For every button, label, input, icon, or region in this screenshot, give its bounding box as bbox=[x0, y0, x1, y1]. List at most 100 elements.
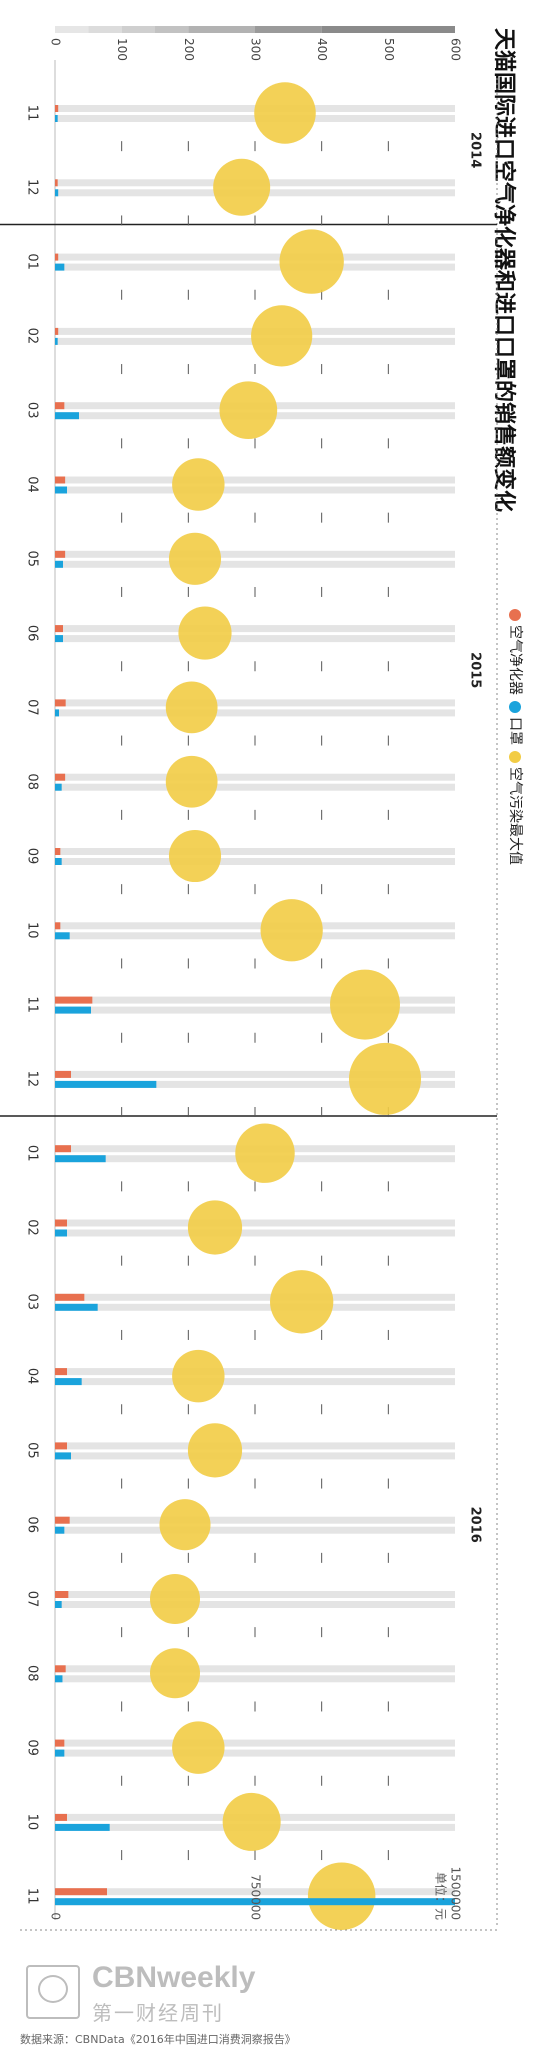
mask-bar bbox=[55, 1452, 71, 1460]
pollution-bubble bbox=[222, 1792, 281, 1851]
bar-track bbox=[55, 486, 455, 494]
pollution-bubble bbox=[348, 1042, 422, 1115]
pollution-tick-label: 300 bbox=[249, 38, 263, 61]
pollution-bubble bbox=[150, 1574, 200, 1624]
month-label: 04 bbox=[25, 476, 40, 493]
cbn-logo-icon bbox=[26, 1965, 80, 2019]
pollution-bubble bbox=[172, 1349, 225, 1403]
month-label: 12 bbox=[25, 1071, 40, 1088]
mask-bar bbox=[55, 1080, 157, 1088]
month-label: 09 bbox=[25, 1739, 40, 1756]
sales-chart: 0 100 200 300 400 500 600 天猫国际进口空气净化器和进口口罩的销售额变… bbox=[0, 26, 523, 1931]
purifier-bar bbox=[55, 1813, 67, 1821]
bar-track bbox=[55, 1516, 455, 1524]
purifier-bar bbox=[55, 1591, 69, 1598]
bar-track bbox=[55, 1749, 455, 1757]
pollution-scale-segment bbox=[121, 26, 155, 33]
pollution-tick-label: 400 bbox=[315, 38, 329, 61]
purifier-bar bbox=[55, 773, 66, 781]
bar-track bbox=[55, 1888, 455, 1896]
bar-track bbox=[55, 848, 455, 855]
month-label: 07 bbox=[25, 699, 40, 716]
year-label: 2016 bbox=[468, 1507, 483, 1543]
mask-bar bbox=[55, 858, 62, 865]
mask-bar bbox=[55, 1229, 67, 1237]
bar-track bbox=[55, 1739, 455, 1747]
mask-bar bbox=[55, 337, 58, 345]
bar-track bbox=[55, 922, 455, 930]
bar-track bbox=[55, 1080, 455, 1088]
pollution-tick-label: 600 bbox=[449, 38, 463, 61]
bar-track bbox=[55, 1368, 455, 1376]
bar-track bbox=[55, 1601, 455, 1608]
bar-track bbox=[55, 476, 455, 484]
bar-track bbox=[55, 858, 455, 865]
bar-track bbox=[55, 1591, 455, 1598]
pollution-bubble bbox=[165, 681, 218, 734]
unit-label: 单位：元 bbox=[434, 1872, 449, 1920]
bar-track bbox=[55, 1006, 455, 1014]
month-label: 01 bbox=[25, 1145, 40, 1162]
year-label: 2015 bbox=[468, 652, 483, 688]
bar-track bbox=[55, 773, 455, 781]
month-label: 06 bbox=[25, 1516, 40, 1533]
bar-track bbox=[55, 1378, 455, 1386]
purifier-bar bbox=[55, 1293, 85, 1301]
purifier-bar bbox=[55, 996, 93, 1004]
legend-swatch-icon bbox=[509, 751, 521, 763]
brand-name: CBNweekly bbox=[92, 1961, 256, 1994]
purifier-bar bbox=[55, 1219, 67, 1227]
pollution-tick-label: 0 bbox=[49, 38, 63, 46]
chart-title: 天猫国际进口空气净化器和进口口罩的销售额变化 bbox=[491, 28, 517, 512]
month-label: 06 bbox=[25, 625, 40, 642]
month-label: 11 bbox=[25, 1888, 40, 1905]
bar-track bbox=[55, 253, 455, 261]
mask-bar bbox=[55, 560, 63, 568]
bar-track bbox=[55, 1293, 455, 1301]
mask-bar bbox=[55, 263, 65, 271]
brand-subtitle: 第一财经周刊 bbox=[92, 2001, 224, 2025]
month-label: 12 bbox=[25, 179, 40, 196]
mask-bar bbox=[55, 1303, 98, 1311]
mask-bar bbox=[55, 189, 59, 197]
bar-track bbox=[55, 1229, 455, 1237]
bar-track bbox=[55, 1526, 455, 1534]
purifier-bar bbox=[55, 550, 66, 558]
mask-bar bbox=[55, 1526, 65, 1534]
month-label: 08 bbox=[25, 773, 40, 790]
month-label: 03 bbox=[25, 402, 40, 419]
legend-label: 空气净化器 bbox=[507, 625, 523, 695]
month-label: 05 bbox=[25, 1442, 40, 1459]
pollution-bubble bbox=[187, 1200, 243, 1255]
pollution-scale-segment bbox=[88, 26, 122, 33]
purifier-bar bbox=[55, 1516, 70, 1524]
pollution-tick-label: 100 bbox=[115, 38, 129, 61]
pollution-bubble bbox=[270, 1270, 334, 1334]
pollution-bubble bbox=[330, 969, 400, 1040]
month-label: 03 bbox=[25, 1294, 40, 1311]
pollution-bubble bbox=[159, 1499, 211, 1551]
purifier-bar bbox=[55, 253, 59, 261]
bar-track bbox=[55, 1303, 455, 1311]
pollution-bubble bbox=[187, 1423, 243, 1478]
pollution-bubble bbox=[150, 1648, 200, 1699]
purifier-bar bbox=[55, 848, 61, 855]
purifier-bar bbox=[55, 1145, 71, 1153]
pollution-bubble bbox=[251, 305, 313, 367]
pollution-scale-segment bbox=[55, 26, 89, 33]
mask-bar bbox=[55, 412, 79, 420]
mask-bar bbox=[55, 1749, 65, 1757]
purifier-bar bbox=[55, 327, 59, 335]
pollution-bubble bbox=[178, 606, 232, 660]
purifier-bar bbox=[55, 476, 66, 484]
pollution-bubble bbox=[213, 158, 271, 216]
pollution-bubble bbox=[235, 1123, 295, 1183]
purifier-bar bbox=[55, 1888, 107, 1896]
pollution-bubble bbox=[307, 1862, 376, 1930]
bar-track bbox=[55, 1665, 455, 1673]
month-label: 01 bbox=[25, 253, 40, 270]
purifier-bar bbox=[55, 1368, 67, 1376]
month-label: 09 bbox=[25, 848, 40, 865]
mask-bar bbox=[55, 932, 70, 940]
pollution-bubble bbox=[279, 229, 344, 294]
